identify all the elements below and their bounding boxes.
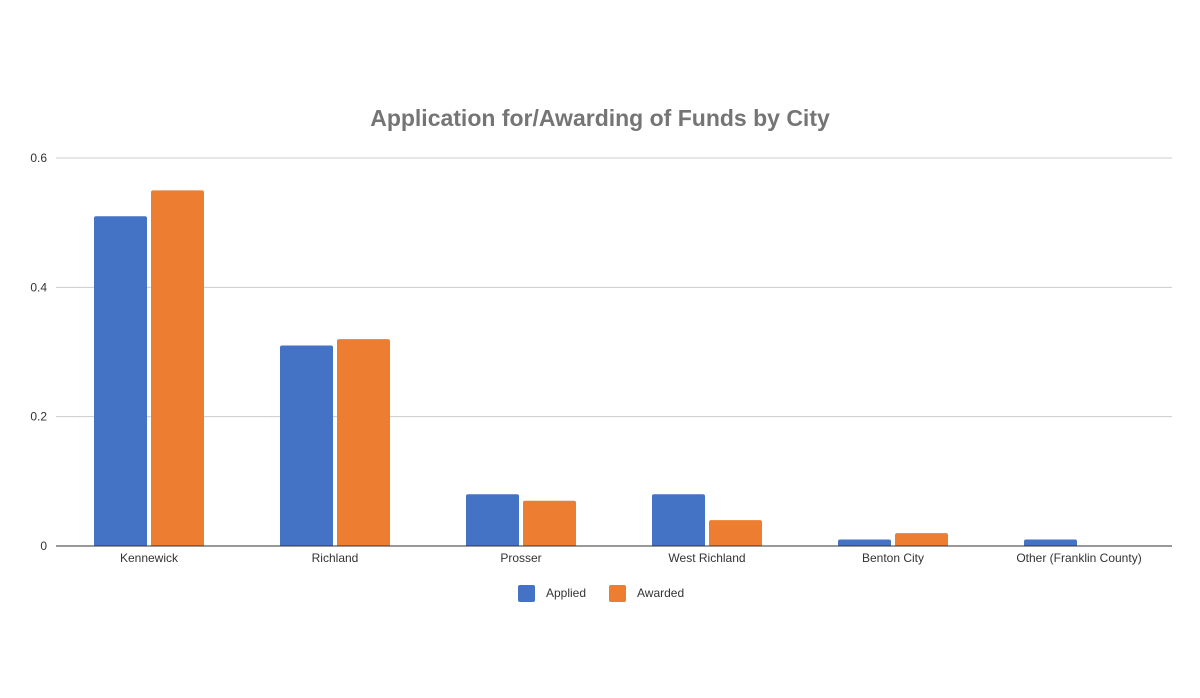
bar-applied-body bbox=[466, 497, 519, 546]
bar-awarded-body bbox=[337, 342, 390, 546]
bar-applied-body bbox=[838, 542, 891, 546]
x-tick-label: Richland bbox=[312, 551, 359, 565]
x-tick-label: Other (Franklin County) bbox=[1016, 551, 1141, 565]
y-tick-label: 0.6 bbox=[30, 151, 47, 165]
x-tick-label: Prosser bbox=[500, 551, 541, 565]
y-tick-label: 0.2 bbox=[30, 410, 47, 424]
bars bbox=[94, 190, 1077, 547]
bar-awarded-body bbox=[895, 536, 948, 546]
legend: Applied Awarded bbox=[518, 585, 684, 602]
bar-applied-body bbox=[94, 219, 147, 546]
bar-awarded-body bbox=[709, 523, 762, 546]
y-tick-label: 0.4 bbox=[30, 280, 47, 294]
x-tick-label: Benton City bbox=[862, 551, 924, 565]
y-axis-ticks: 0 0.2 0.4 0.6 bbox=[30, 151, 47, 553]
legend-label-applied: Applied bbox=[546, 586, 586, 600]
legend-swatch-awarded bbox=[609, 585, 626, 602]
bar-awarded-body bbox=[523, 503, 576, 546]
bar-applied-body bbox=[280, 348, 333, 546]
legend-label-awarded: Awarded bbox=[637, 586, 684, 600]
legend-swatch-applied bbox=[518, 585, 535, 602]
x-axis-ticks: Kennewick Richland Prosser West Richland Ben… bbox=[120, 551, 1142, 565]
y-tick-label: 0 bbox=[40, 539, 47, 553]
x-tick-label: Kennewick bbox=[120, 551, 179, 565]
chart-title: Application for/Awarding of Funds by Cit… bbox=[370, 105, 830, 131]
gridlines bbox=[56, 157, 1172, 418]
bar-awarded-body bbox=[151, 193, 204, 547]
x-tick-label: West Richland bbox=[668, 551, 745, 565]
bar-applied-body bbox=[1024, 542, 1077, 546]
bar-applied-body bbox=[652, 497, 705, 546]
